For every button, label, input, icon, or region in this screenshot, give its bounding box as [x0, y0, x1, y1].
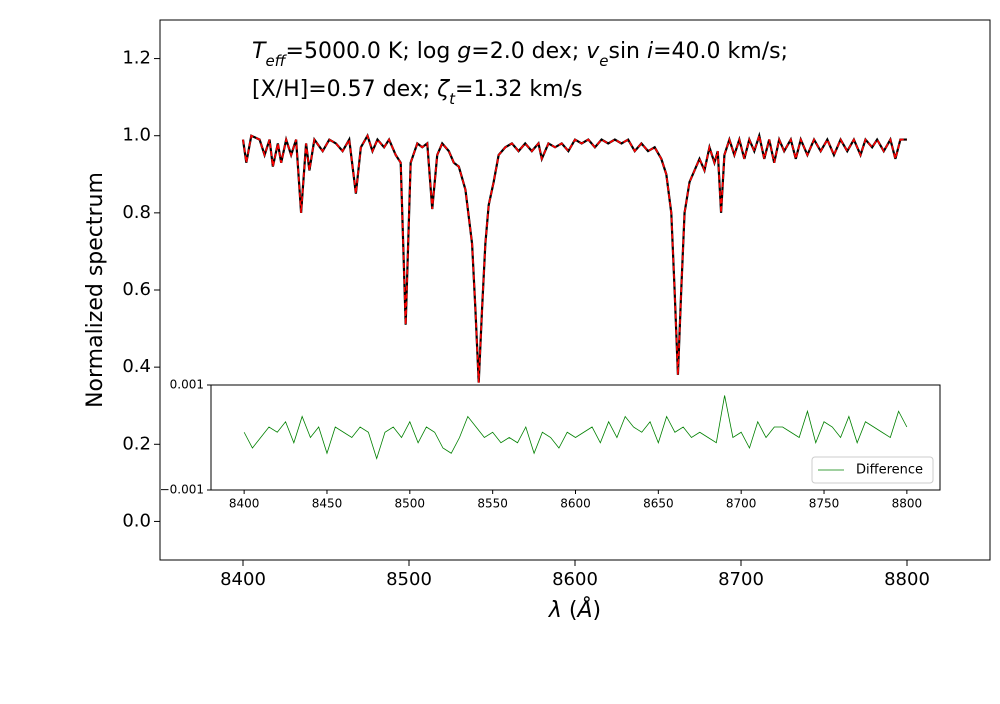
x-tick-label: 8500 — [386, 569, 432, 590]
x-axis-label: λ (Å) — [548, 596, 601, 623]
series-line — [243, 395, 908, 460]
y-tick-label: 1.2 — [122, 48, 151, 69]
y-tick-label: 0.6 — [122, 279, 151, 300]
text-piece: g — [457, 39, 471, 64]
x-tick-label: 8500 — [395, 497, 426, 511]
text-piece: v — [586, 39, 600, 64]
legend-box — [811, 456, 934, 484]
x-tick-label: 8800 — [884, 569, 930, 590]
x-tick-label: 8600 — [560, 497, 591, 511]
legend-label: Difference — [856, 463, 923, 478]
y-axis-label: Normalized spectrum — [83, 172, 108, 408]
x-tick-label: 8600 — [552, 569, 598, 590]
x-tick-label: 8800 — [892, 497, 923, 511]
text-piece: ζ — [436, 77, 450, 102]
y-tick-label: 0.001 — [170, 378, 204, 392]
text-piece: =5000.0 K; log — [286, 39, 458, 64]
text-piece: sin — [608, 39, 647, 64]
y-tick-label: 1.0 — [122, 125, 151, 146]
text-piece: ( — [562, 598, 578, 623]
x-tick-label: 8700 — [718, 569, 764, 590]
x-tick-label: 8550 — [477, 497, 508, 511]
text-piece: λ — [548, 598, 562, 623]
x-tick-label: 8750 — [809, 497, 840, 511]
series-line — [242, 132, 907, 383]
y-tick-label: 0.2 — [122, 433, 151, 454]
text-piece: i — [647, 39, 653, 64]
y-tick-label: −0.001 — [160, 483, 204, 497]
x-tick-label: 8650 — [643, 497, 674, 511]
text-piece: =2.0 dex; — [471, 39, 586, 64]
y-tick-label: 0.0 — [122, 510, 151, 531]
text-piece: Å — [575, 596, 592, 623]
text-piece: =40.0 km/s; — [653, 39, 788, 64]
y-tick-label: 0.4 — [122, 356, 151, 377]
text-piece: e — [599, 52, 608, 70]
x-tick-label: 8700 — [726, 497, 757, 511]
text-piece: [X/H]=0.57 dex; — [252, 77, 437, 102]
y-tick-label: 0.8 — [122, 202, 151, 223]
x-tick-label: 8400 — [229, 497, 260, 511]
text-piece: eff — [265, 52, 287, 70]
annotation: Teff=5000.0 K; log g=2.0 dex; vesin i=40… — [252, 39, 788, 70]
text-piece: T — [252, 39, 267, 64]
text-piece: t — [449, 90, 456, 108]
annotation: [X/H]=0.57 dex; ζt=1.32 km/s — [252, 77, 582, 108]
text-piece: =1.32 km/s — [455, 77, 582, 102]
x-tick-label: 8450 — [312, 497, 343, 511]
text-piece: ) — [593, 598, 602, 623]
x-tick-label: 8400 — [220, 569, 266, 590]
